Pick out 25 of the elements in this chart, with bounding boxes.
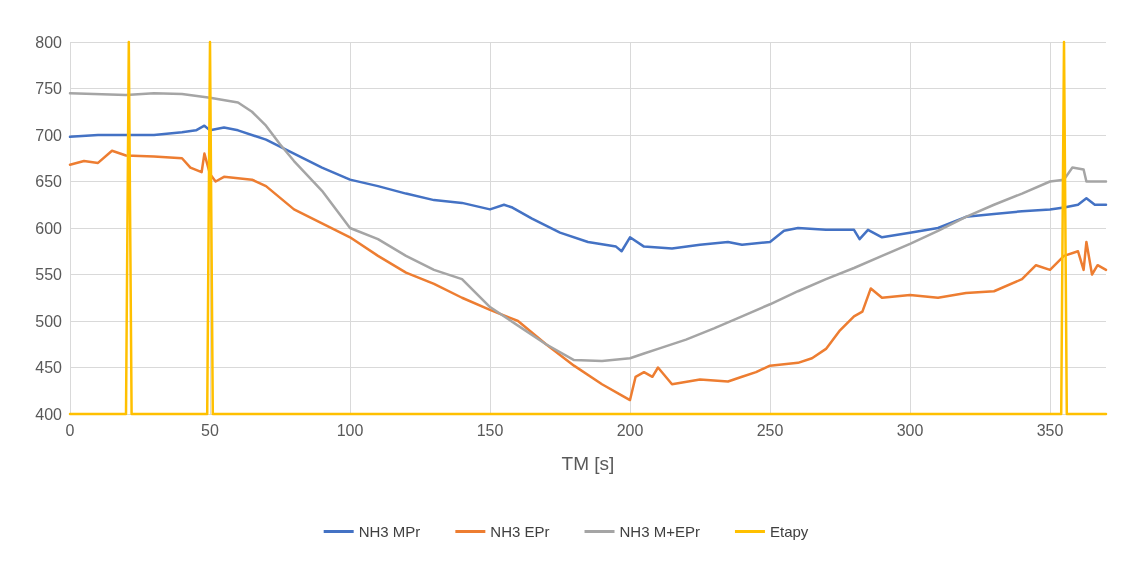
y-tick-label: 400 xyxy=(35,405,63,423)
x-tick-label: 250 xyxy=(756,421,784,439)
x-tick-label: 100 xyxy=(336,421,364,439)
x-tick-label: 200 xyxy=(616,421,644,439)
line-series xyxy=(68,91,1108,363)
y-tick-label: 700 xyxy=(35,126,63,144)
x-tick-label: 300 xyxy=(896,421,924,439)
y-tick-label: 650 xyxy=(35,173,63,190)
x-tick-label: 0 xyxy=(65,421,75,439)
x-tick-label: 150 xyxy=(476,421,504,439)
y-tick-label: 750 xyxy=(35,80,63,97)
y-tick-label: 500 xyxy=(35,312,63,330)
y-tick-label: 550 xyxy=(35,266,63,283)
x-tick-label: 50 xyxy=(201,421,219,439)
legend-label: Etapy xyxy=(769,523,809,540)
x-axis-title: TM [s] xyxy=(561,453,615,474)
line-series xyxy=(68,149,1108,402)
legend-label: NH3 M+EPr xyxy=(619,523,700,540)
legend-label: NH3 EPr xyxy=(490,523,550,540)
line-series xyxy=(68,124,1108,253)
x-tick-label: 350 xyxy=(1036,421,1064,439)
legend-label: NH3 MPr xyxy=(358,523,421,540)
y-tick-label: 600 xyxy=(35,219,63,237)
y-tick-label: 800 xyxy=(35,33,63,51)
y-tick-label: 450 xyxy=(35,359,63,376)
